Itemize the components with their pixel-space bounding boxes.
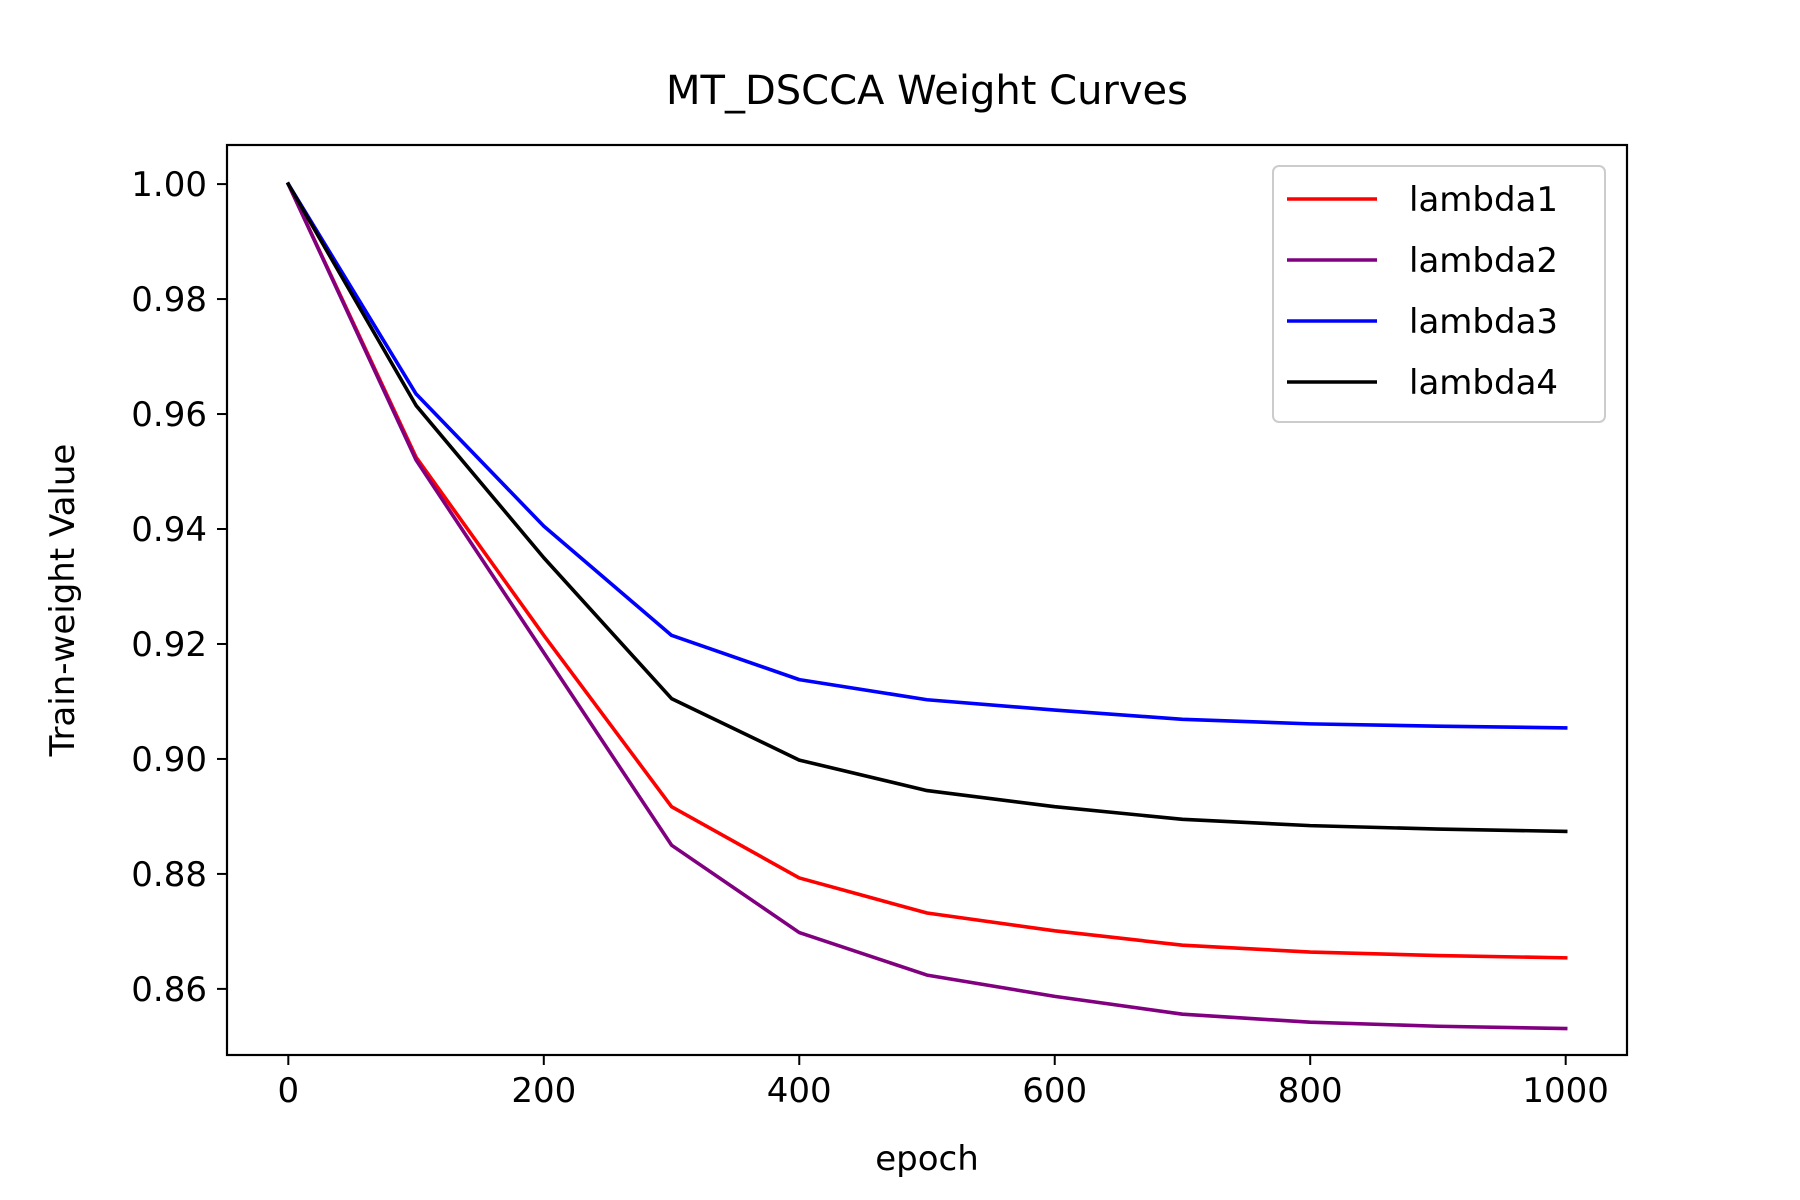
x-tick-label: 600 (1022, 1071, 1087, 1111)
legend-label-lambda1: lambda1 (1409, 180, 1558, 220)
y-tick-label: 0.92 (131, 625, 207, 665)
y-tick-label: 0.98 (131, 280, 207, 320)
y-tick-label: 0.86 (131, 970, 207, 1010)
y-tick-label: 0.88 (131, 855, 207, 895)
y-tick-label: 0.96 (131, 395, 207, 435)
series-line-lambda3 (285, 181, 1568, 730)
x-tick-label: 800 (1278, 1071, 1343, 1111)
chart-title: MT_DSCCA Weight Curves (666, 68, 1188, 114)
series-line-lambda1 (285, 181, 1568, 960)
plot-frame (225, 143, 1629, 1057)
series-layer (285, 181, 1568, 1031)
series-line-lambda4 (285, 181, 1568, 834)
legend-label-lambda2: lambda2 (1409, 241, 1558, 281)
y-tick-label: 0.94 (131, 510, 207, 550)
y-tick-label: 0.90 (131, 740, 207, 780)
x-tick-label: 200 (511, 1071, 576, 1111)
y-tick-label: 1.00 (131, 165, 207, 205)
x-tick-label: 1000 (1522, 1071, 1609, 1111)
legend: lambda1 lambda2 lambda3 lambda4 (1272, 165, 1606, 423)
legend-label-lambda4: lambda4 (1409, 363, 1558, 403)
legend-label-lambda3: lambda3 (1409, 302, 1558, 342)
series-line-lambda2 (285, 181, 1568, 1031)
legend-box (1272, 165, 1606, 423)
y-axis-label: Train-weight Value (43, 444, 83, 758)
x-tick-label: 400 (767, 1071, 832, 1111)
x-axis: 0 200 400 600 800 1000 (277, 1055, 1609, 1111)
x-axis-label: epoch (875, 1139, 979, 1179)
x-tick-label: 0 (277, 1071, 299, 1111)
y-axis: 0.86 0.88 0.90 0.92 0.94 0.96 0.98 1.00 (131, 165, 227, 1010)
